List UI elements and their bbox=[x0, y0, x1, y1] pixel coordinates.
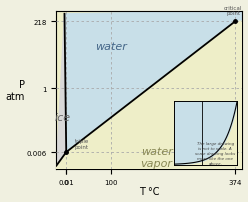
Text: ice: ice bbox=[55, 113, 71, 122]
Y-axis label: P
atm: P atm bbox=[5, 80, 25, 101]
Text: critical
point: critical point bbox=[224, 6, 243, 16]
Text: triple
point: triple point bbox=[74, 139, 89, 149]
Polygon shape bbox=[64, 12, 243, 169]
Polygon shape bbox=[56, 22, 243, 169]
X-axis label: T °C: T °C bbox=[139, 186, 160, 197]
Text: The large drawing
is not to scale. A
scale drawing looks
more like the one
above: The large drawing is not to scale. A sca… bbox=[195, 141, 235, 165]
Polygon shape bbox=[56, 12, 66, 169]
Text: water
vapor: water vapor bbox=[141, 146, 173, 168]
Text: water: water bbox=[95, 42, 127, 52]
